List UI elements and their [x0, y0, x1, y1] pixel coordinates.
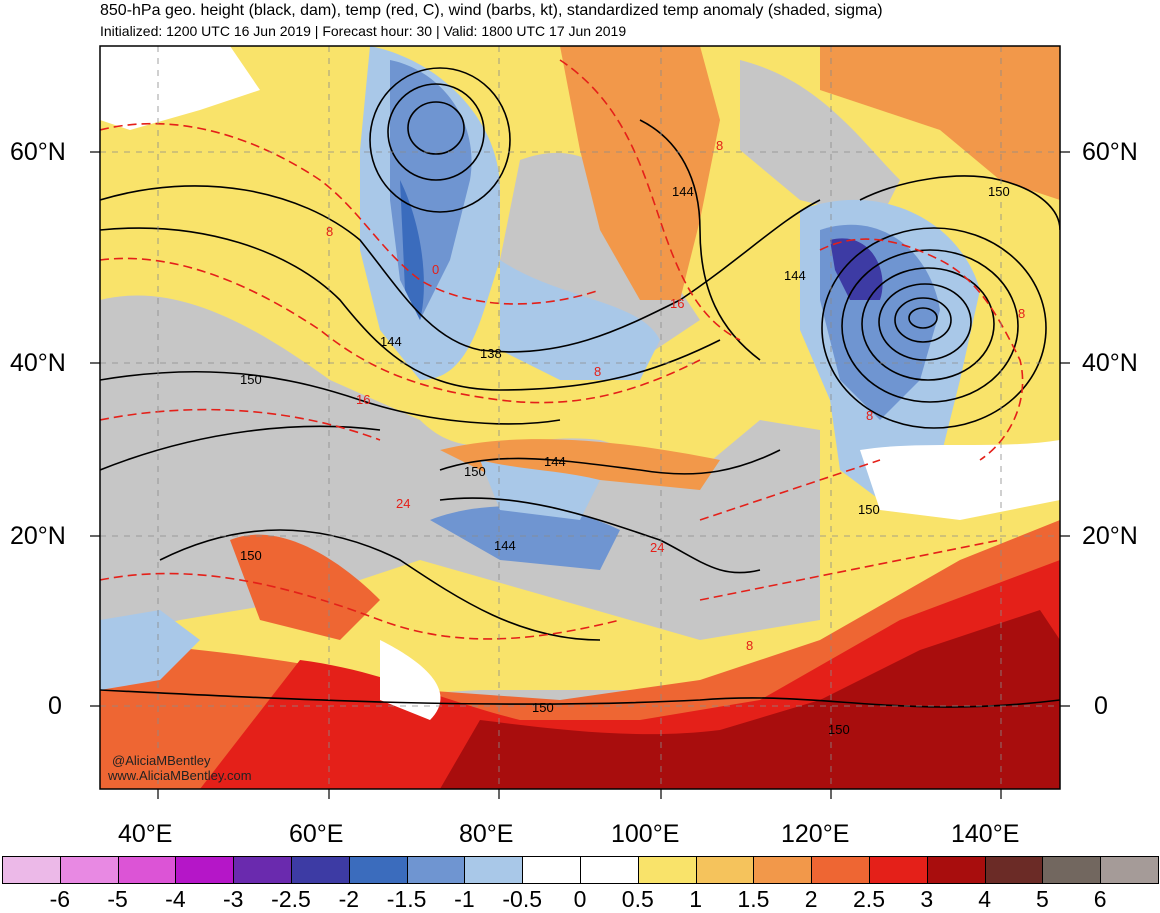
height-label: 144 — [784, 268, 806, 283]
colorbar — [2, 856, 1159, 884]
colorbar-swatch — [811, 856, 870, 884]
colorbar-swatch — [926, 856, 986, 884]
colorbar-swatch — [175, 856, 235, 884]
colorbar-swatch — [984, 856, 1044, 884]
height-label: 150 — [988, 184, 1010, 199]
lat-label-right: 0 — [1094, 692, 1108, 720]
colorbar-labels: -6 -5 -4 -3 -2.5 -2 -1.5 -1 -0.5 0 0.5 1 1.5 2 2.5 3 4 5 6 — [0, 886, 1160, 912]
lon-label: 140°E — [951, 820, 1020, 848]
lat-label-left: 60°N — [10, 138, 66, 166]
chart-subtitle: Initialized: 1200 UTC 16 Jun 2019 | Fore… — [100, 23, 627, 39]
lat-label-left: 0 — [48, 692, 62, 720]
temp-label: 24 — [396, 496, 410, 511]
colorbar-tick-label: -2 — [338, 886, 360, 912]
lon-label: 40°E — [118, 820, 173, 848]
height-label: 138 — [480, 346, 502, 361]
colorbar-tick-label: -1 — [454, 886, 475, 912]
colorbar-swatch — [695, 856, 755, 884]
colorbar-tick-label: 1 — [689, 886, 702, 912]
colorbar-swatch — [464, 856, 524, 884]
colorbar-tick-label: 1.5 — [737, 886, 770, 912]
temp-label: 8 — [866, 408, 873, 423]
height-label: 150 — [858, 502, 880, 517]
colorbar-tick-label: 3 — [920, 886, 934, 912]
temp-label: 0 — [432, 262, 439, 277]
colorbar-swatch — [348, 856, 408, 884]
height-label: 144 — [672, 184, 694, 199]
temp-label: 8 — [594, 364, 601, 379]
credit-handle: @AliciaMBentley — [112, 753, 211, 768]
temp-label: 24 — [650, 540, 664, 555]
axis-ticks — [90, 151, 1070, 799]
graticule — [100, 46, 1060, 789]
temp-label: 8 — [326, 224, 333, 239]
lat-label-right: 20°N — [1082, 522, 1138, 550]
temp-label: 8 — [716, 138, 723, 153]
lat-label-right: 60°N — [1082, 138, 1138, 166]
height-label: 150 — [828, 722, 850, 737]
lon-label: 60°E — [289, 820, 344, 848]
colorbar-swatch — [406, 856, 466, 884]
colorbar-tick-label: -6 — [49, 886, 71, 912]
colorbar-swatch — [753, 856, 813, 884]
colorbar-tick-label: 5 — [1035, 886, 1049, 912]
colorbar-swatch — [1042, 856, 1102, 884]
colorbar-swatch — [233, 856, 292, 884]
lat-label-left: 20°N — [10, 522, 66, 550]
colorbar-swatch — [1100, 856, 1159, 884]
colorbar-tick-label: -2.5 — [271, 886, 311, 912]
colorbar-swatch — [579, 856, 639, 884]
colorbar-swatch — [522, 856, 581, 884]
colorbar-tick-label: -0.5 — [502, 886, 543, 912]
lat-label-right: 40°N — [1082, 349, 1138, 377]
height-label: 144 — [494, 538, 516, 553]
height-label: 150 — [464, 464, 486, 479]
height-label: 150 — [532, 700, 554, 715]
colorbar-tick-label: -3 — [222, 886, 244, 912]
lon-label: 100°E — [611, 820, 680, 848]
credit-website: www.AliciaMBentley.com — [108, 768, 252, 783]
temp-label: 8 — [746, 638, 753, 653]
lon-label: 80°E — [459, 820, 514, 848]
colorbar-tick-label: 6 — [1093, 886, 1107, 912]
temp-label: 16 — [356, 392, 370, 407]
colorbar-swatch — [59, 856, 119, 884]
height-label: 150 — [240, 372, 262, 387]
colorbar-tick-label: 0 — [573, 886, 587, 912]
colorbar-tick-label: -5 — [107, 886, 128, 912]
colorbar-swatch — [637, 856, 697, 884]
colorbar-tick-label: 0.5 — [621, 886, 654, 912]
colorbar-tick-label: 2.5 — [853, 886, 885, 912]
colorbar-swatch — [2, 856, 61, 884]
temp-label: 16 — [670, 296, 684, 311]
height-label: 144 — [544, 454, 566, 469]
colorbar-tick-label: -4 — [165, 886, 186, 912]
colorbar-swatch — [868, 856, 928, 884]
colorbar-tick-label: -1.5 — [386, 886, 427, 912]
height-label: 144 — [380, 334, 402, 349]
colorbar-tick-label: 2 — [804, 886, 818, 912]
colorbar-swatch — [290, 856, 350, 884]
lat-label-left: 40°N — [10, 349, 66, 377]
colorbar-tick-label: 4 — [978, 886, 991, 912]
colorbar-swatch — [117, 856, 177, 884]
lon-label: 120°E — [781, 820, 850, 848]
temp-label: 8 — [1018, 306, 1025, 321]
anomaly-field — [100, 46, 1060, 789]
map-frame — [99, 45, 1061, 790]
height-label: 150 — [240, 548, 262, 563]
chart-title: 850-hPa geo. height (black, dam), temp (… — [100, 2, 883, 19]
